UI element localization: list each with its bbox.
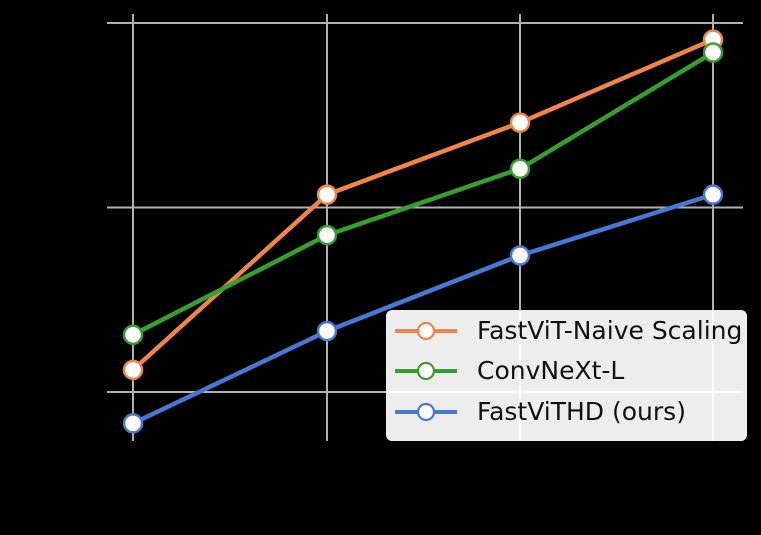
data-point-marker bbox=[316, 184, 338, 205]
series-line bbox=[131, 37, 714, 372]
legend-item-fastvithd: FastViTHD (ours) bbox=[386, 392, 747, 432]
legend-line-marker-icon bbox=[395, 361, 457, 381]
series-fastvit-naive-scaling bbox=[122, 29, 724, 381]
legend-item-fastvit-naive: FastViT-Naive Scaling bbox=[386, 311, 747, 351]
legend-line-marker-icon bbox=[395, 321, 457, 341]
data-point-marker bbox=[509, 245, 531, 266]
data-point-marker bbox=[122, 413, 144, 434]
data-point-marker bbox=[122, 324, 144, 346]
series-line bbox=[131, 50, 715, 337]
legend-label: FastViT-Naive Scaling bbox=[477, 316, 743, 345]
data-point-marker bbox=[122, 359, 144, 381]
data-point-marker bbox=[702, 184, 724, 205]
data-point-marker bbox=[509, 158, 531, 180]
data-point-marker bbox=[702, 42, 724, 63]
data-point-marker bbox=[316, 224, 338, 246]
data-point-marker bbox=[316, 320, 338, 342]
series-convnext-l bbox=[122, 42, 724, 346]
data-point-marker bbox=[509, 112, 531, 133]
legend-label: FastViTHD (ours) bbox=[477, 397, 686, 426]
legend-label: ConvNeXt-L bbox=[477, 356, 625, 385]
legend: FastViT-Naive Scaling ConvNeXt-L FastViT… bbox=[386, 310, 747, 441]
series-line bbox=[132, 192, 714, 426]
series-fastvithd-ours- bbox=[122, 184, 724, 434]
legend-item-convnext-l: ConvNeXt-L bbox=[386, 351, 747, 391]
series-layer bbox=[122, 29, 724, 434]
legend-line-marker-icon bbox=[395, 402, 457, 422]
